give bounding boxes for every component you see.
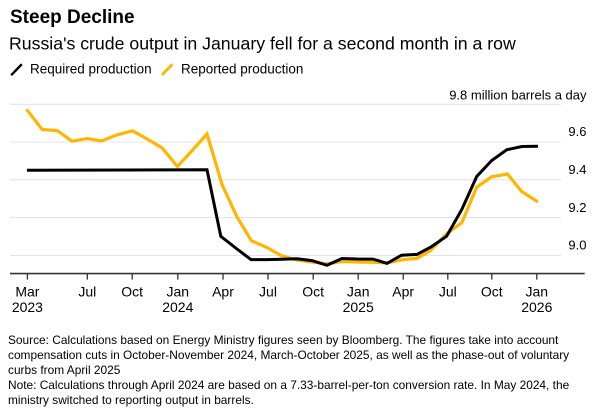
svg-text:Note: Calculations through Apr: Note: Calculations through April 2024 ar… <box>8 378 570 392</box>
svg-text:Source: Calculations based on: Source: Calculations based on Energy Min… <box>8 333 559 347</box>
svg-text:Oct: Oct <box>481 284 503 300</box>
svg-text:2025: 2025 <box>343 299 374 315</box>
svg-text:9.0: 9.0 <box>568 238 586 253</box>
svg-text:Jan: Jan <box>526 284 549 300</box>
svg-text:Jul: Jul <box>259 284 277 300</box>
svg-text:Jul: Jul <box>439 284 457 300</box>
svg-text:Oct: Oct <box>302 284 324 300</box>
svg-text:9.4: 9.4 <box>568 162 586 177</box>
svg-text:Required production: Required production <box>30 62 152 77</box>
svg-text:Jan: Jan <box>347 284 370 300</box>
svg-text:2023: 2023 <box>12 299 43 315</box>
svg-text:Russia's crude output in Janua: Russia's crude output in January fell fo… <box>9 33 516 53</box>
svg-text:2026: 2026 <box>521 299 552 315</box>
svg-text:Steep Decline: Steep Decline <box>10 7 135 28</box>
svg-text:Oct: Oct <box>121 284 143 300</box>
svg-text:compensation cuts in October-N: compensation cuts in October-November 20… <box>8 348 569 362</box>
svg-text:Reported production: Reported production <box>181 62 303 77</box>
svg-text:9.8 million barrels a day: 9.8 million barrels a day <box>449 88 587 103</box>
svg-text:Apr: Apr <box>392 284 414 300</box>
svg-text:Jul: Jul <box>78 284 96 300</box>
svg-text:2024: 2024 <box>162 299 193 315</box>
svg-text:Jan: Jan <box>167 284 190 300</box>
svg-text:Apr: Apr <box>212 284 234 300</box>
svg-text:ministry switched to reporting: ministry switched to reporting output in… <box>8 393 254 407</box>
svg-text:curbs from April 2025: curbs from April 2025 <box>8 363 121 377</box>
svg-text:Mar: Mar <box>15 284 39 300</box>
svg-text:9.6: 9.6 <box>568 124 586 139</box>
svg-text:9.2: 9.2 <box>568 200 586 215</box>
